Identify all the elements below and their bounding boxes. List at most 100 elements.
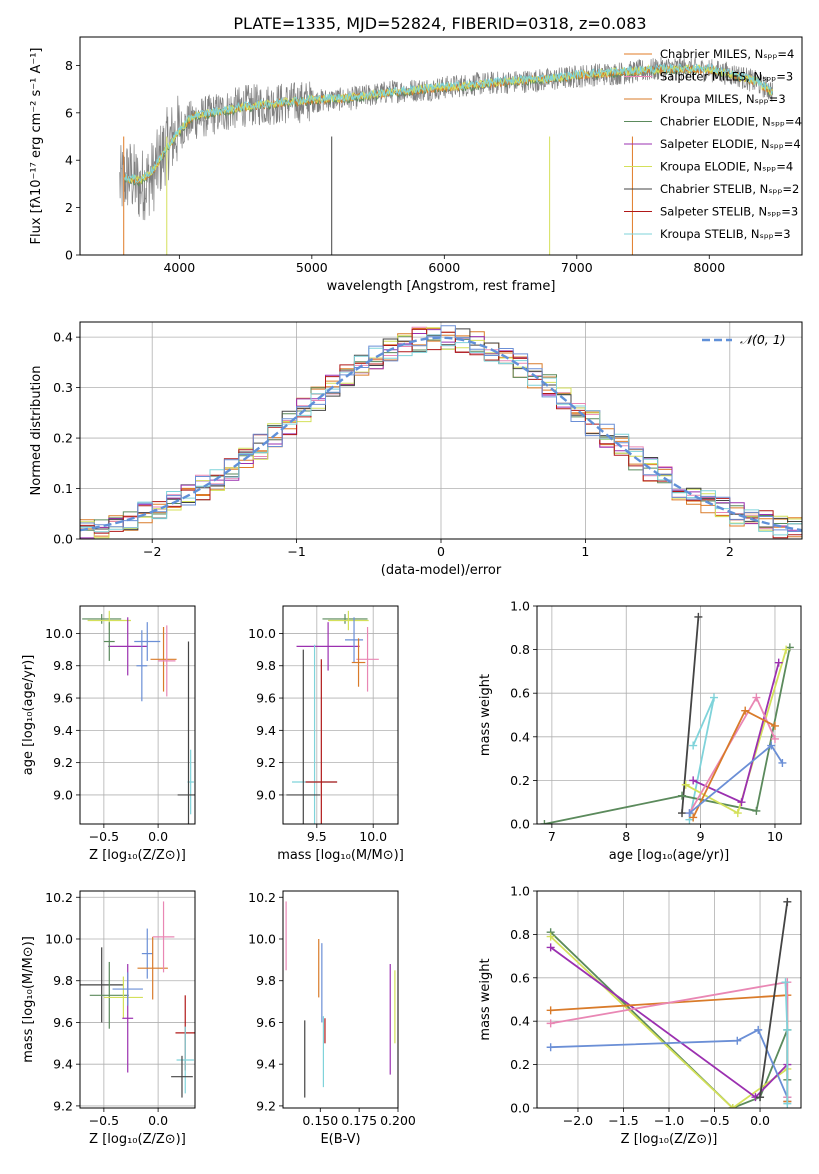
x-tick-label: 2 — [726, 544, 734, 559]
y-tick-label: 0.6 — [510, 970, 530, 985]
x-tick-label: 9 — [697, 829, 705, 844]
panel-weight_vs_age: 7 8 9 10 0.0 0.2 0.4 0.6 0.8 1.0 age [log₁₀(age/yr… — [478, 599, 802, 863]
y-tick-label: 10.0 — [45, 931, 73, 946]
weight-point-marker — [770, 734, 779, 743]
x-tick-label: 1 — [581, 544, 589, 559]
weight-point-marker — [767, 741, 776, 750]
weight-point-marker — [781, 978, 790, 987]
x-tick-label: 9.5 — [307, 829, 327, 844]
weight-point-marker — [689, 776, 698, 785]
weight-point-marker — [546, 1043, 555, 1052]
y-tick-label: 9.2 — [256, 755, 276, 770]
x-axis-label: mass [log₁₀(M/M⊙)] — [277, 848, 404, 863]
x-axis-label: wavelength [Angstrom, rest frame] — [327, 279, 556, 294]
model-spectrum — [123, 63, 773, 184]
x-tick-label: 0.0 — [148, 829, 168, 844]
weight-point-marker — [783, 1099, 792, 1108]
weight-point-marker — [752, 693, 761, 702]
y-axis-label: age [log₁₀(age/yr)] — [21, 655, 36, 776]
y-tick-label: 10.0 — [248, 931, 276, 946]
x-axis-label: Z [log₁₀(Z/Z⊙)] — [89, 1132, 186, 1147]
x-tick-label: 0.150 — [302, 1113, 338, 1128]
plot-area — [80, 322, 802, 539]
x-tick-label: 0.175 — [341, 1113, 377, 1128]
y-tick-label: 10.0 — [45, 626, 73, 641]
axes-frame — [282, 605, 399, 825]
y-tick-label: 0.2 — [53, 431, 73, 446]
weight-point-marker — [709, 693, 718, 702]
panel-age_vs_mass: 9.5 10.0 9.0 9.2 9.4 9.6 9.8 10.0 mass [log₁₀(M/… — [248, 605, 404, 863]
y-tick-label: 9.8 — [256, 658, 276, 673]
weight-point-marker — [678, 791, 687, 800]
x-tick-label: 10.0 — [359, 829, 387, 844]
legend-label: Chabrier STELIB, Nₛₚₚ=2 — [660, 182, 799, 196]
plot-area — [283, 606, 398, 824]
plot-area — [80, 891, 195, 1108]
weight-point-marker — [733, 809, 742, 818]
y-tick-label: 0.6 — [510, 686, 530, 701]
weight-point-marker — [540, 820, 549, 824]
y-tick-label: 0.3 — [53, 380, 73, 395]
weight-point-marker — [770, 721, 779, 730]
residual-histogram — [80, 325, 802, 532]
weight-point-marker — [774, 658, 783, 667]
y-axis-label: mass weight — [478, 958, 493, 1040]
axes-frame — [536, 890, 802, 1109]
y-tick-label: 0.8 — [510, 642, 530, 657]
weight-point-marker — [728, 1104, 737, 1108]
weight-point-marker — [694, 612, 703, 621]
y-tick-label: 0.2 — [510, 1057, 530, 1072]
plot-area — [80, 606, 195, 824]
x-tick-label: −0.5 — [699, 1113, 729, 1128]
plot-area — [537, 891, 801, 1108]
axes-frame — [79, 605, 196, 825]
y-tick-label: 0.4 — [510, 1014, 530, 1029]
weight-point-marker — [689, 741, 698, 750]
y-tick-label: 9.4 — [256, 1057, 276, 1072]
panel-weight_vs_Z: −2.0 −1.5 −1.0 −0.5 0.0 0.0 0.2 0.4 0.6 0.8 1.0 Z [… — [478, 884, 802, 1147]
x-tick-label: −1.5 — [608, 1113, 638, 1128]
weight-point-marker — [546, 943, 555, 952]
y-tick-label: 9.6 — [256, 691, 276, 706]
figure-title: PLATE=1335, MJD=52824, FIBERID=0318, z=0… — [233, 14, 646, 33]
y-tick-label: 1.0 — [510, 884, 530, 899]
y-axis-label: Normed distribution — [29, 366, 44, 496]
legend-label: Kroupa ELODIE, Nₛₚₚ=4 — [660, 160, 793, 174]
weight-series-line — [681, 616, 700, 814]
y-tick-label: 0.0 — [510, 1101, 530, 1116]
y-tick-label: 9.4 — [256, 723, 276, 738]
weight-series-line — [550, 935, 788, 1108]
x-tick-label: 6000 — [428, 260, 460, 275]
weight-point-marker — [741, 706, 750, 715]
y-tick-label: 9.6 — [256, 1015, 276, 1030]
x-axis-label: Z [log₁₀(Z/Z⊙)] — [621, 1132, 718, 1147]
x-tick-label: 0 — [437, 544, 445, 559]
x-tick-label: 0.0 — [148, 1113, 168, 1128]
panel-spectrum: 4000 5000 6000 7000 8000 0 2 4 6 8 wavelength [Ang… — [29, 36, 803, 294]
y-tick-label: 2 — [65, 200, 73, 215]
panel-age_vs_Z: −0.5 0.0 9.0 9.2 9.4 9.6 9.8 10.0 Z [log₁₀(Z/Z⊙)… — [21, 605, 196, 863]
y-axis-label: mass [log₁₀(M/M⊙)] — [21, 936, 36, 1063]
weight-point-marker — [685, 809, 694, 818]
x-tick-label: 0.200 — [380, 1113, 416, 1128]
x-tick-label: −1.0 — [654, 1113, 684, 1128]
y-tick-label: 9.8 — [256, 973, 276, 988]
y-tick-label: 10.2 — [45, 890, 73, 905]
y-tick-label: 9.4 — [53, 723, 73, 738]
x-axis-label: age [log₁₀(age/yr)] — [609, 848, 730, 863]
weight-point-marker — [546, 1006, 555, 1015]
y-tick-label: 9.8 — [53, 658, 73, 673]
x-tick-label: 5000 — [296, 260, 328, 275]
plot-area — [537, 606, 801, 824]
y-tick-label: 0.8 — [510, 927, 530, 942]
plot-area — [285, 901, 396, 1098]
panel-mass_vs_Z: −0.5 0.0 9.2 9.4 9.6 9.8 10.0 10.2 Z [log₁₀(Z/Z⊙… — [21, 890, 196, 1147]
x-tick-label: −2.0 — [563, 1113, 593, 1128]
y-tick-label: 0.2 — [510, 773, 530, 788]
legend-label: 𝒩(0, 1) — [740, 332, 786, 347]
weight-point-marker — [782, 645, 791, 654]
x-tick-label: 4000 — [163, 260, 195, 275]
x-tick-label: 8 — [622, 829, 630, 844]
weight-point-marker — [778, 758, 787, 767]
